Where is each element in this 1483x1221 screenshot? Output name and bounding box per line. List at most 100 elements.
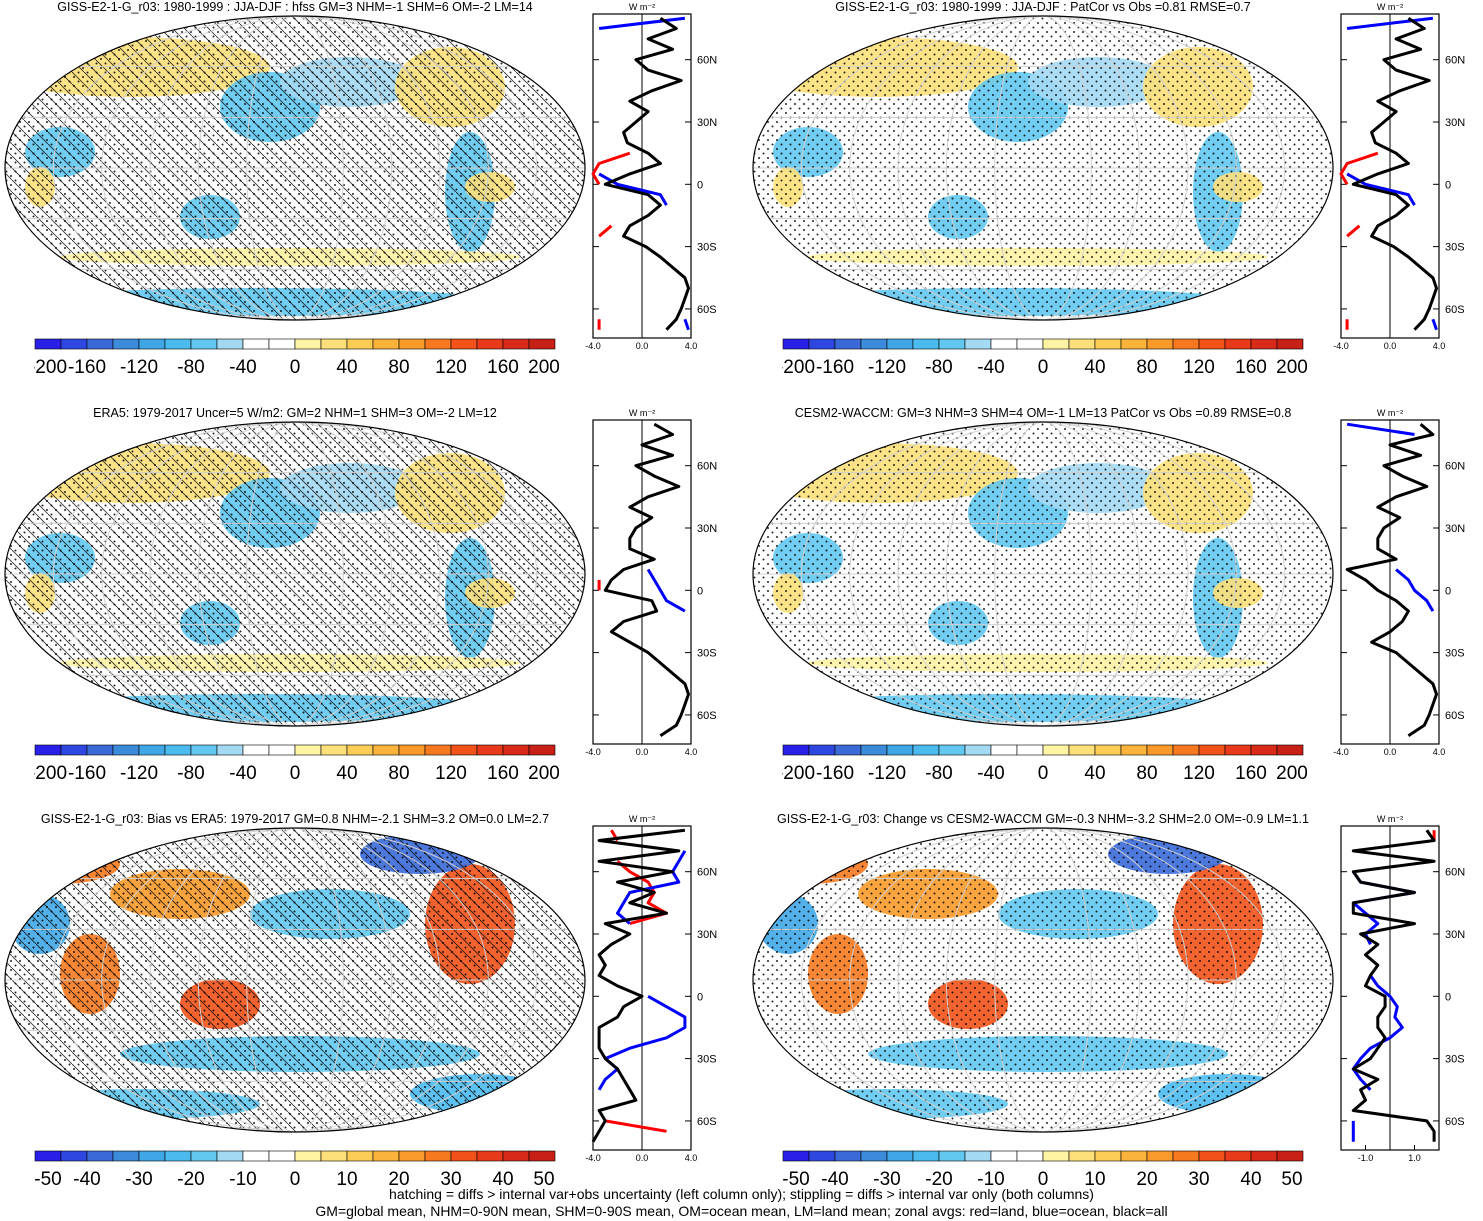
colorbar-swatch: [164, 744, 192, 756]
colorbar-swatch: [1120, 744, 1148, 756]
colorbar-swatch: [1198, 338, 1226, 350]
zonal-mean-plot: W m⁻² 60N 30N 0 30S 60S -4.0 0.0 4.0: [1333, 2, 1465, 351]
lat-tick-label: 30S: [1445, 1054, 1465, 1066]
colorbar-swatch: [964, 744, 992, 756]
colorbar-swatch: [886, 338, 914, 350]
lat-tick-label: 30S: [697, 242, 717, 254]
panel-hfss-giss: GISS-E2-1-G_r03: 1980-1999 : JJA-DJF : h…: [0, 0, 740, 400]
colorbar-swatch: [294, 338, 322, 350]
panel-bias-vs-era5: GISS-E2-1-G_r03: Bias vs ERA5: 1979-2017…: [0, 812, 740, 1212]
colorbar-swatch: [320, 338, 348, 350]
colorbar-tick-label: -50: [34, 1169, 61, 1190]
colorbar-swatch: [1068, 744, 1096, 756]
colorbar-tick-label: -200: [34, 763, 67, 784]
colorbar-tick-label: 160: [487, 357, 519, 378]
colorbar-swatch: [372, 744, 400, 756]
colorbar-swatch: [398, 1150, 426, 1162]
colorbar-tick-label: 30: [440, 1169, 461, 1190]
lat-tick-label: 60S: [1445, 710, 1465, 722]
colorbar-swatch: [1042, 1150, 1070, 1162]
x-tick-label: 4.0: [1433, 341, 1446, 351]
lat-tick-label: 60S: [697, 304, 717, 316]
colorbar-swatch: [1094, 744, 1122, 756]
colorbar-tick-label: -40: [73, 1169, 100, 1190]
zonal-unit-label: W m⁻²: [1377, 814, 1403, 824]
colorbar-tick-label: 50: [1281, 1169, 1302, 1190]
colorbar-tick-label: -160: [68, 357, 106, 378]
zonal-mean-plot: W m⁻² 60N 30N 0 30S 60S -1.0 1.0: [1340, 814, 1465, 1163]
colorbar-swatch: [1172, 1150, 1200, 1162]
zonal-unit-label: W m⁻²: [629, 408, 655, 418]
lat-tick-label: 30S: [1445, 648, 1465, 660]
colorbar-swatch: [808, 1150, 836, 1162]
x-tick-label: 1.0: [1408, 1153, 1421, 1163]
world-map: [752, 421, 1334, 727]
colorbar-tick-label: 10: [336, 1169, 357, 1190]
colorbar-tick-label: 160: [1235, 357, 1267, 378]
colorbar-swatch: [1016, 744, 1044, 756]
colorbar-tick-label: 40: [1084, 357, 1105, 378]
colorbar-swatch: [1276, 1150, 1304, 1162]
colorbar-swatch: [294, 744, 322, 756]
colorbar-tick-label: -160: [816, 763, 854, 784]
lat-tick-label: 0: [697, 585, 703, 597]
lat-tick-label: 30S: [697, 1054, 717, 1066]
lat-tick-label: 60S: [697, 710, 717, 722]
x-tick-label: 0.0: [636, 341, 649, 351]
lat-tick-label: 0: [697, 179, 703, 191]
colorbar-swatch: [138, 338, 166, 350]
zonal-land-line: [1339, 151, 1379, 330]
colorbar-swatch: [112, 744, 140, 756]
colorbar-swatch: [860, 338, 888, 350]
x-tick-label: 4.0: [685, 1153, 698, 1163]
colorbar-swatch: [190, 744, 218, 756]
colorbar-tick-label: 0: [1038, 763, 1049, 784]
lat-tick-label: 30N: [1445, 929, 1465, 941]
panel-title: GISS-E2-1-G_r03: 1980-1999 : JJA-DJF : P…: [835, 0, 1251, 14]
colorbar-swatch: [1172, 338, 1200, 350]
colorbar-swatch: [190, 338, 218, 350]
lat-tick-label: 60N: [1445, 55, 1465, 67]
zonal-all-line: [1351, 16, 1438, 331]
colorbar-swatch: [528, 338, 556, 350]
colorbar-swatch: [886, 744, 914, 756]
colorbar-swatch: [346, 1150, 374, 1162]
colorbar: -50 -40 -30 -20 -10 0 10 20 30 40 50: [782, 1150, 1304, 1190]
colorbar-swatch: [86, 744, 114, 756]
colorbar-swatch: [476, 744, 504, 756]
colorbar-swatch: [424, 338, 452, 350]
colorbar-swatch: [834, 338, 862, 350]
zonal-all-line: [1345, 423, 1438, 737]
colorbar-swatch: [938, 338, 966, 350]
colorbar-tick-label: -30: [125, 1169, 152, 1190]
colorbar-swatch: [528, 1150, 556, 1162]
colorbar-tick-label: 40: [336, 763, 357, 784]
colorbar-tick-label: -10: [229, 1169, 256, 1190]
zonal-mean-plot: W m⁻² 60N 30N 0 30S 60S -4.0 0.0 4.0: [585, 408, 717, 757]
zonal-ocean-line: [598, 16, 690, 331]
colorbar-swatch: [1146, 338, 1174, 350]
figure-caption: hatching = diffs > internal var+obs unce…: [0, 1186, 1483, 1220]
caption-line-1: hatching = diffs > internal var+obs unce…: [389, 1186, 1094, 1202]
colorbar-swatch: [164, 338, 192, 350]
zonal-unit-label: W m⁻²: [629, 2, 655, 12]
panel-hfss-giss-patcor: GISS-E2-1-G_r03: 1980-1999 : JJA-DJF : P…: [748, 0, 1483, 400]
colorbar-swatch: [1094, 338, 1122, 350]
colorbar-swatch: [990, 744, 1018, 756]
world-map: [4, 15, 586, 321]
colorbar-swatch: [268, 338, 296, 350]
colorbar-tick-label: 0: [1038, 1169, 1049, 1190]
zonal-ocean-line: [1346, 16, 1438, 331]
x-tick-label: 4.0: [685, 341, 698, 351]
colorbar-tick-label: 80: [1136, 763, 1157, 784]
colorbar-swatch: [1224, 744, 1252, 756]
colorbar-swatch: [1198, 1150, 1226, 1162]
zonal-mean-plot: W m⁻² 60N 30N 0 30S 60S -4.0 0.0 4.0: [1333, 408, 1465, 757]
colorbar-swatch: [1250, 1150, 1278, 1162]
colorbar-swatch: [476, 338, 504, 350]
colorbar-tick-label: -200: [782, 357, 815, 378]
colorbar-swatch: [502, 338, 530, 350]
world-map: [4, 421, 586, 727]
colorbar-swatch: [1224, 338, 1252, 350]
colorbar-tick-label: -120: [120, 763, 158, 784]
